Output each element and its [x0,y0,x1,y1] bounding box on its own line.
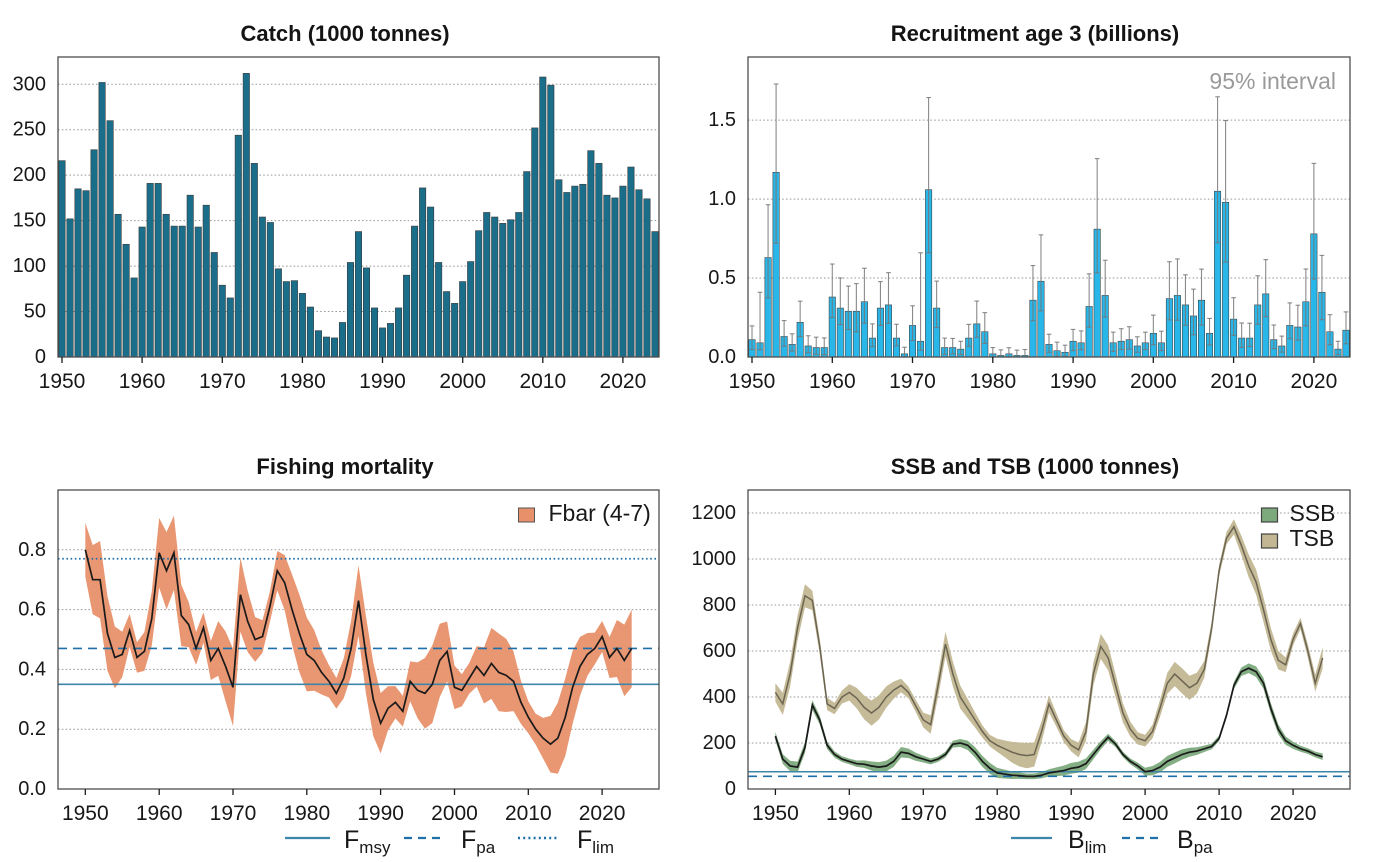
svg-text:0.8: 0.8 [18,539,46,561]
svg-text:SSB: SSB [1290,500,1336,526]
svg-text:1960: 1960 [136,802,183,825]
svg-text:0.6: 0.6 [18,599,46,621]
svg-text:250: 250 [13,119,46,141]
svg-text:1990: 1990 [1048,802,1095,825]
svg-text:2000: 2000 [1130,370,1177,393]
svg-text:400: 400 [703,686,736,708]
svg-text:1970: 1970 [900,802,947,825]
svg-text:1980: 1980 [974,802,1021,825]
svg-text:1950: 1950 [62,802,109,825]
svg-text:2000: 2000 [431,802,478,825]
svg-text:1950: 1950 [729,370,776,393]
svg-text:200: 200 [13,164,46,186]
svg-text:1970: 1970 [199,370,246,393]
svg-text:Fishing mortality: Fishing mortality [256,454,434,479]
svg-text:1980: 1980 [969,370,1016,393]
svg-text:2010: 2010 [519,370,566,393]
svg-text:0.2: 0.2 [18,718,46,740]
svg-text:0.5: 0.5 [708,267,736,289]
svg-text:1200: 1200 [692,502,737,524]
svg-text:200: 200 [703,732,736,754]
svg-text:Catch (1000 tonnes): Catch (1000 tonnes) [240,21,449,46]
svg-text:1980: 1980 [283,802,330,825]
svg-text:100: 100 [13,255,46,277]
svg-text:1970: 1970 [210,802,257,825]
svg-text:Fbar (4-7): Fbar (4-7) [549,500,651,526]
svg-text:2020: 2020 [579,802,626,825]
svg-text:1950: 1950 [752,802,799,825]
svg-text:0: 0 [725,778,736,800]
svg-text:0.4: 0.4 [18,658,46,680]
svg-text:2020: 2020 [1291,370,1338,393]
svg-text:1960: 1960 [119,370,166,393]
svg-text:1990: 1990 [359,370,406,393]
svg-text:1990: 1990 [1050,370,1097,393]
svg-text:0.0: 0.0 [708,346,736,368]
svg-text:1000: 1000 [692,548,737,570]
svg-text:1950: 1950 [39,370,86,393]
svg-text:1.0: 1.0 [708,188,736,210]
svg-text:1.5: 1.5 [708,109,736,131]
svg-text:600: 600 [703,640,736,662]
svg-text:800: 800 [703,594,736,616]
svg-text:1990: 1990 [357,802,404,825]
svg-text:150: 150 [13,210,46,232]
svg-text:TSB: TSB [1290,525,1335,551]
svg-text:300: 300 [13,73,46,95]
svg-text:2010: 2010 [1210,370,1257,393]
svg-text:1960: 1960 [809,370,856,393]
svg-text:50: 50 [24,301,46,323]
svg-text:0.0: 0.0 [18,778,46,800]
svg-text:2020: 2020 [600,370,647,393]
svg-text:2010: 2010 [505,802,552,825]
svg-text:2020: 2020 [1270,802,1317,825]
svg-text:1980: 1980 [279,370,326,393]
svg-text:2000: 2000 [439,370,486,393]
svg-text:1960: 1960 [826,802,873,825]
svg-text:0: 0 [35,346,46,368]
svg-text:95% interval: 95% interval [1209,68,1336,94]
svg-text:Recruitment age 3 (billions): Recruitment age 3 (billions) [891,21,1180,46]
svg-text:2000: 2000 [1122,802,1169,825]
svg-text:2010: 2010 [1196,802,1243,825]
svg-text:1970: 1970 [889,370,936,393]
svg-text:SSB and TSB (1000 tonnes): SSB and TSB (1000 tonnes) [891,454,1180,479]
